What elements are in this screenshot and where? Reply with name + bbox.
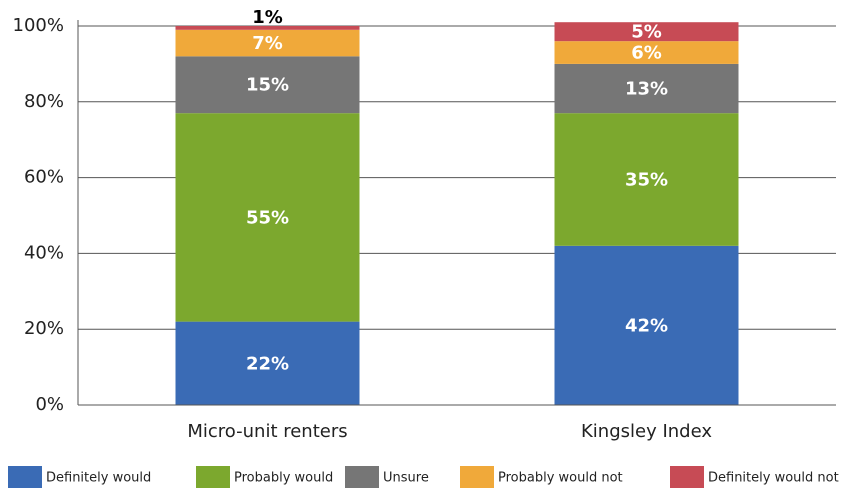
bar-segment	[554, 22, 739, 42]
legend-label: Definitely would	[46, 471, 151, 486]
bar-segment	[554, 63, 739, 114]
data-label: 15%	[246, 75, 289, 96]
bar-segment	[175, 29, 360, 57]
y-tick-label: 100%	[13, 15, 64, 36]
data-label: 55%	[246, 207, 289, 228]
bar-segment	[175, 113, 360, 322]
data-label: 35%	[625, 169, 668, 190]
legend-label: Definitely would not	[708, 471, 839, 486]
bar-segment	[554, 245, 739, 405]
y-tick-label: 20%	[24, 318, 64, 339]
y-tick-label: 80%	[24, 91, 64, 112]
data-label: 5%	[631, 22, 662, 43]
y-tick-label: 40%	[24, 242, 64, 263]
legend-swatch	[8, 466, 42, 488]
data-label: 42%	[625, 315, 668, 336]
y-tick-label: 60%	[24, 167, 64, 188]
legend-label: Probably would	[234, 471, 333, 486]
data-label: 1%	[252, 7, 283, 28]
data-label: 22%	[246, 353, 289, 374]
legend-swatch	[670, 466, 704, 488]
legend-label: Probably would not	[498, 471, 623, 486]
legend-swatch	[460, 466, 494, 488]
data-label: 13%	[625, 79, 668, 100]
bar-segment	[175, 56, 360, 114]
bar-segment	[175, 321, 360, 405]
legend-swatch	[196, 466, 230, 488]
y-tick-label: 0%	[35, 394, 64, 415]
bar-segment	[175, 26, 360, 30]
x-tick-label: Kingsley Index	[581, 421, 712, 442]
data-label: 7%	[252, 33, 283, 54]
data-label: 6%	[631, 43, 662, 64]
bar-segment	[554, 113, 739, 246]
legend-label: Unsure	[383, 471, 429, 486]
bar-segment	[554, 41, 739, 64]
legend-swatch	[345, 466, 379, 488]
x-tick-label: Micro-unit renters	[187, 421, 347, 442]
